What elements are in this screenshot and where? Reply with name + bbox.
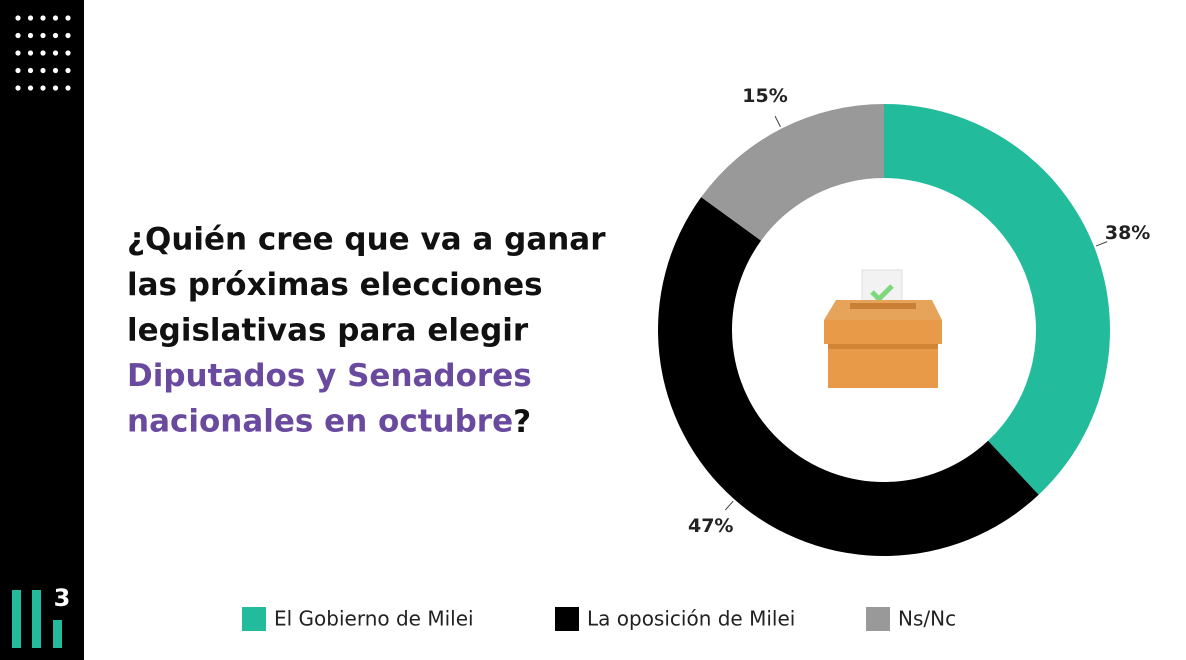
svg-text:3: 3 <box>54 584 71 612</box>
donut-segment <box>658 197 1039 557</box>
donut: 38% 47% 15% <box>658 85 1150 557</box>
donut-segment <box>884 104 1110 495</box>
legend-label: Ns/Nc <box>898 607 956 631</box>
dot <box>52 15 59 21</box>
dot <box>27 85 34 91</box>
dot <box>40 67 46 74</box>
leader-line <box>774 115 781 128</box>
dot <box>52 85 59 91</box>
question-line: ¿Quién cree que va a ganar <box>127 222 606 258</box>
dot <box>15 15 21 21</box>
dot <box>40 32 46 39</box>
dot <box>65 67 71 74</box>
dot <box>15 67 21 74</box>
dot-pattern <box>15 15 71 91</box>
dot <box>27 32 34 39</box>
donut-segment <box>701 103 884 241</box>
dot <box>15 50 21 56</box>
dot <box>65 50 71 56</box>
dot <box>65 15 71 21</box>
leader-line <box>724 500 734 511</box>
dot <box>52 50 59 56</box>
question-end: ? <box>513 404 531 440</box>
ballot-icon <box>824 269 942 388</box>
question-line: legislativas para elegir <box>127 313 529 349</box>
legend: El Gobierno de Milei La oposición de Mile… <box>242 607 956 631</box>
dot <box>65 32 71 39</box>
logo: 3 <box>12 584 70 648</box>
data-label: 47% <box>688 515 733 537</box>
data-label: 15% <box>742 85 787 107</box>
question-highlight: Diputados y Senadores <box>127 358 532 394</box>
question-line: las próximas elecciones <box>127 267 543 303</box>
dot <box>52 67 59 74</box>
legend-swatch <box>866 607 890 631</box>
dot <box>40 15 46 21</box>
question: ¿Quién cree que va a ganar las próximas e… <box>127 222 606 440</box>
dot <box>15 85 21 91</box>
dot <box>40 85 46 91</box>
dot <box>65 85 71 91</box>
dot <box>52 32 59 39</box>
dot <box>27 67 34 74</box>
question-highlight: nacionales en octubre? <box>127 404 531 440</box>
side-bar <box>0 0 84 660</box>
legend-swatch <box>242 607 266 631</box>
leader-line <box>1095 241 1108 247</box>
legend-swatch <box>555 607 579 631</box>
dot <box>15 32 21 39</box>
legend-label: El Gobierno de Milei <box>274 607 474 631</box>
dot <box>40 50 46 56</box>
dot <box>27 50 34 56</box>
data-label: 38% <box>1105 222 1150 244</box>
dot <box>27 15 34 21</box>
legend-label: La oposición de Milei <box>587 607 795 631</box>
